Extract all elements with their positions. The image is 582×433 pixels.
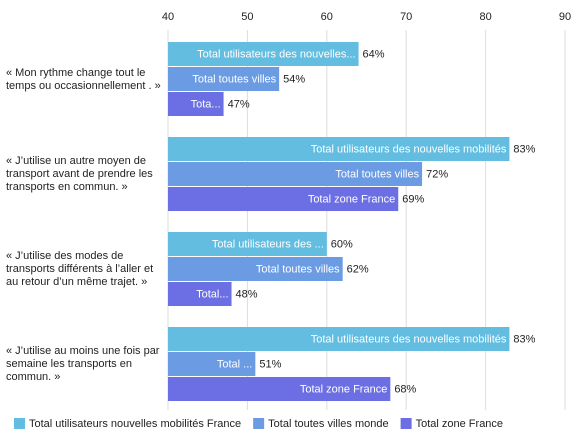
value-label: 48% <box>236 288 258 300</box>
bar <box>168 282 232 306</box>
value-label: 54% <box>283 73 305 85</box>
category-label: « Mon rythme change tout le temps ou occ… <box>6 66 161 92</box>
value-label: 60% <box>331 238 353 250</box>
value-label: 68% <box>394 383 416 395</box>
category-label: « J’utilise des modes de transports diff… <box>6 250 154 288</box>
value-label: 83% <box>513 333 535 345</box>
value-label: 64% <box>363 48 385 60</box>
bar <box>168 162 423 186</box>
bar-label: Total utilisateurs des nouvelles mobilit… <box>311 143 507 155</box>
value-label: 47% <box>228 98 250 110</box>
bar <box>168 327 510 351</box>
legend-label: Total zone France <box>416 418 503 430</box>
bar-label: Total ... <box>217 358 252 370</box>
x-tick-label: 90 <box>559 11 571 23</box>
category-label: « J’utilise au moins une fois par semain… <box>6 345 160 383</box>
x-tick-label: 40 <box>162 11 174 23</box>
bar <box>168 187 399 211</box>
x-tick-label: 50 <box>241 11 253 23</box>
value-label: 69% <box>402 193 424 205</box>
bar-label: Total toutes villes <box>256 263 340 275</box>
x-tick-label: 80 <box>479 11 491 23</box>
bar <box>168 352 256 376</box>
value-label: 72% <box>426 168 448 180</box>
bar <box>168 67 280 91</box>
legend-swatch <box>400 418 412 429</box>
bar-label: Total toutes villes <box>192 73 276 85</box>
bar <box>168 377 391 401</box>
bar <box>168 92 224 116</box>
bar-label: Tota... <box>191 98 221 110</box>
bar <box>168 42 359 66</box>
bar-label: Total utilisateurs des nouvelles mobilit… <box>311 333 507 345</box>
value-label: 62% <box>347 263 369 275</box>
legend-swatch <box>253 418 265 429</box>
bar <box>168 257 343 281</box>
x-tick-label: 60 <box>321 11 333 23</box>
bar-label: Total utilisateurs des ... <box>212 238 324 250</box>
bar-label: Total zone France <box>308 193 395 205</box>
bar-label: Total utilisateurs des nouvelles... <box>197 48 355 60</box>
bar <box>168 232 327 256</box>
legend-label: Total utilisateurs nouvelles mobilités F… <box>29 418 241 430</box>
x-tick-label: 70 <box>400 11 412 23</box>
value-label: 83% <box>513 143 535 155</box>
legend-label: Total toutes villes monde <box>268 418 388 430</box>
category-label: « J’utilise un autre moyen de transport … <box>6 155 153 193</box>
value-label: 51% <box>259 358 281 370</box>
legend-swatch <box>14 418 25 429</box>
bar <box>168 137 510 161</box>
bar-label: Total... <box>196 288 228 300</box>
bar-label: Total zone France <box>300 383 387 395</box>
bar-label: Total toutes villes <box>335 168 419 180</box>
